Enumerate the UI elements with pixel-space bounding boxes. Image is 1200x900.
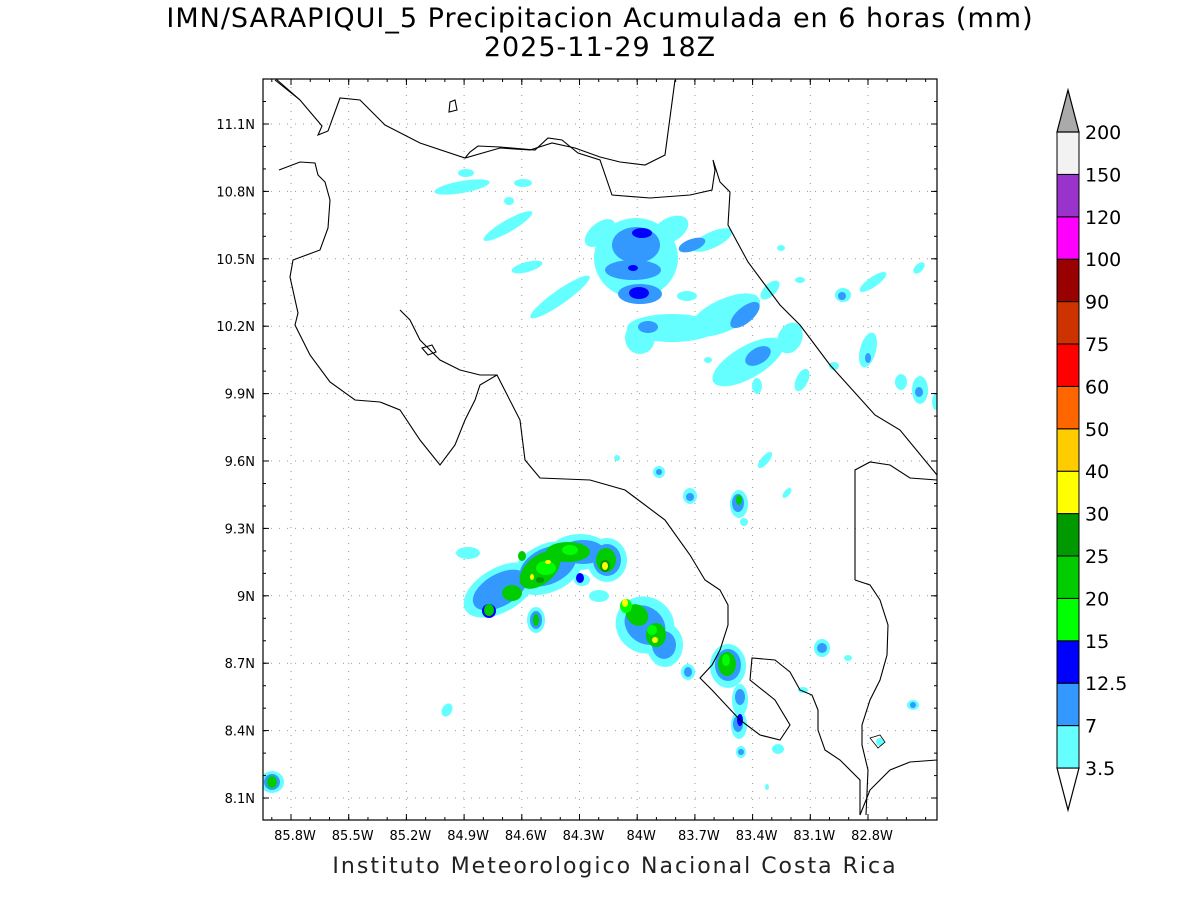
precip-fields xyxy=(263,169,937,793)
colorbar-level-label: 75 xyxy=(1085,334,1109,356)
map-footer: Instituto Meteorologico Nacional Costa R… xyxy=(332,854,898,879)
map-frame xyxy=(262,78,938,821)
lon-tick-label: 84W xyxy=(626,829,656,844)
lon-tick-label: 82.8W xyxy=(851,829,893,844)
colorbar-level-label: 40 xyxy=(1085,461,1109,483)
lat-tick-label: 9.3N xyxy=(225,522,255,537)
colorbar-level-label: 7 xyxy=(1085,716,1097,738)
map-grid xyxy=(263,79,937,820)
colorbar-legend: 3.5 7 12.5 15 20 25 30 40 50 60 75 90 100 120 150 200 xyxy=(1056,87,1127,813)
colorbar-level-label: 3.5 xyxy=(1085,758,1115,780)
colorbar-level-label: 100 xyxy=(1085,249,1121,271)
colorbar-level-label: 60 xyxy=(1085,376,1109,398)
colorbar-swatch xyxy=(1056,173,1080,218)
colorbar-level-label: 200 xyxy=(1085,122,1121,144)
coastlines xyxy=(274,79,937,816)
map-axes: 85.8W 85.5W 85.2W 84.9W 84.6W 84.3W 84W 83.7W 83… xyxy=(216,79,937,844)
colorbar-lower-arrow xyxy=(1056,767,1080,813)
lat-tick-label: 8.7N xyxy=(225,657,255,672)
lat-tick-label: 10.2N xyxy=(216,320,255,335)
colorbar-level-label: 50 xyxy=(1085,419,1109,441)
colorbar-level-label: 150 xyxy=(1085,164,1121,186)
colorbar-swatch xyxy=(1056,555,1080,599)
lat-tick-label: 8.1N xyxy=(225,792,255,807)
map-title: IMN/SARAPIQUI_5 Precipitacion Acumulada … xyxy=(166,3,1034,34)
lon-tick-label: 83.1W xyxy=(793,829,835,844)
lat-tick-label: 11.1N xyxy=(216,118,255,133)
colorbar-level-label: 90 xyxy=(1085,292,1109,314)
lon-tick-label: 85.8W xyxy=(274,829,316,844)
colorbar-level-label: 15 xyxy=(1085,631,1109,653)
lat-tick-label: 9N xyxy=(237,590,255,605)
colorbar-swatch xyxy=(1056,470,1080,515)
colorbar-swatch xyxy=(1056,725,1080,769)
colorbar-level-label: 30 xyxy=(1085,504,1109,526)
colorbar-swatch xyxy=(1056,513,1080,557)
colorbar-swatch xyxy=(1056,597,1080,642)
colorbar-swatch xyxy=(1056,343,1080,387)
colorbar-swatch xyxy=(1056,216,1080,260)
lat-tick-label: 10.8N xyxy=(216,185,255,200)
lon-tick-label: 85.5W xyxy=(332,829,374,844)
lon-tick-label: 83.7W xyxy=(678,829,720,844)
colorbar-swatch xyxy=(1056,131,1080,175)
colorbar-level-label: 12.5 xyxy=(1085,673,1127,695)
colorbar-swatch xyxy=(1056,385,1080,430)
colorbar-level-label: 25 xyxy=(1085,546,1109,568)
lat-tick-label: 10.5N xyxy=(216,253,255,268)
colorbar-upper-arrow xyxy=(1056,87,1080,133)
lon-tick-label: 85.2W xyxy=(389,829,431,844)
colorbar-swatch xyxy=(1056,258,1080,303)
map-datetime: 2025-11-29 18Z xyxy=(483,32,717,63)
lon-tick-label: 83.4W xyxy=(736,829,778,844)
colorbar-swatch xyxy=(1056,428,1080,472)
colorbar-swatch xyxy=(1056,640,1080,684)
colorbar-level-label: 20 xyxy=(1085,588,1109,610)
lat-tick-label: 9.9N xyxy=(225,388,255,403)
colorbar-swatch xyxy=(1056,682,1080,727)
colorbar-swatch xyxy=(1056,301,1080,345)
lon-tick-label: 84.6W xyxy=(505,829,547,844)
lat-tick-label: 8.4N xyxy=(225,725,255,740)
lon-tick-label: 84.9W xyxy=(447,829,489,844)
lat-tick-label: 9.6N xyxy=(225,455,255,470)
colorbar-level-label: 120 xyxy=(1085,207,1121,229)
lon-tick-label: 84.3W xyxy=(563,829,605,844)
